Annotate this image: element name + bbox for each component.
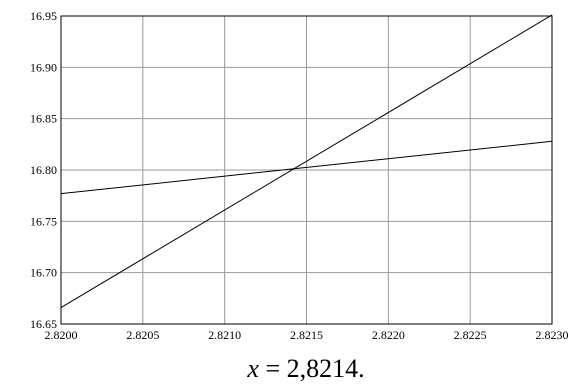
x-tick-label: 2.8200 bbox=[45, 328, 78, 342]
y-tick-labels: 16.65 16.70 16.75 16.80 16.85 16.90 16.95 bbox=[30, 9, 57, 331]
y-tick-label: 16.85 bbox=[30, 112, 57, 126]
y-tick-label: 16.70 bbox=[30, 266, 57, 280]
plot-frame bbox=[60, 15, 553, 325]
y-tick-label: 16.80 bbox=[30, 163, 57, 177]
x-tick-label: 2.8220 bbox=[372, 328, 405, 342]
x-tick-labels: 2.8200 2.8205 2.8210 2.8215 2.8220 2.8225 2.82… bbox=[45, 328, 569, 342]
y-tick-label: 16.90 bbox=[30, 60, 57, 74]
x-tick-label: 2.8205 bbox=[126, 328, 159, 342]
x-tick-label: 2.8210 bbox=[208, 328, 241, 342]
x-tick-label: 2.8230 bbox=[536, 328, 569, 342]
y-tick-label: 16.95 bbox=[30, 9, 57, 23]
caption: x = 2,8214. bbox=[246, 354, 364, 383]
caption-variable: x bbox=[246, 354, 259, 383]
series-line-1 bbox=[60, 14, 553, 308]
y-tick-label: 16.75 bbox=[30, 214, 57, 228]
x-tick-label: 2.8215 bbox=[290, 328, 323, 342]
grid-layer bbox=[60, 15, 553, 325]
y-tick-label: 16.65 bbox=[30, 317, 57, 331]
series-layer bbox=[60, 14, 553, 308]
x-tick-label: 2.8225 bbox=[454, 328, 487, 342]
series-line-2 bbox=[60, 140, 553, 195]
caption-equals: = 2,8214. bbox=[259, 354, 365, 383]
